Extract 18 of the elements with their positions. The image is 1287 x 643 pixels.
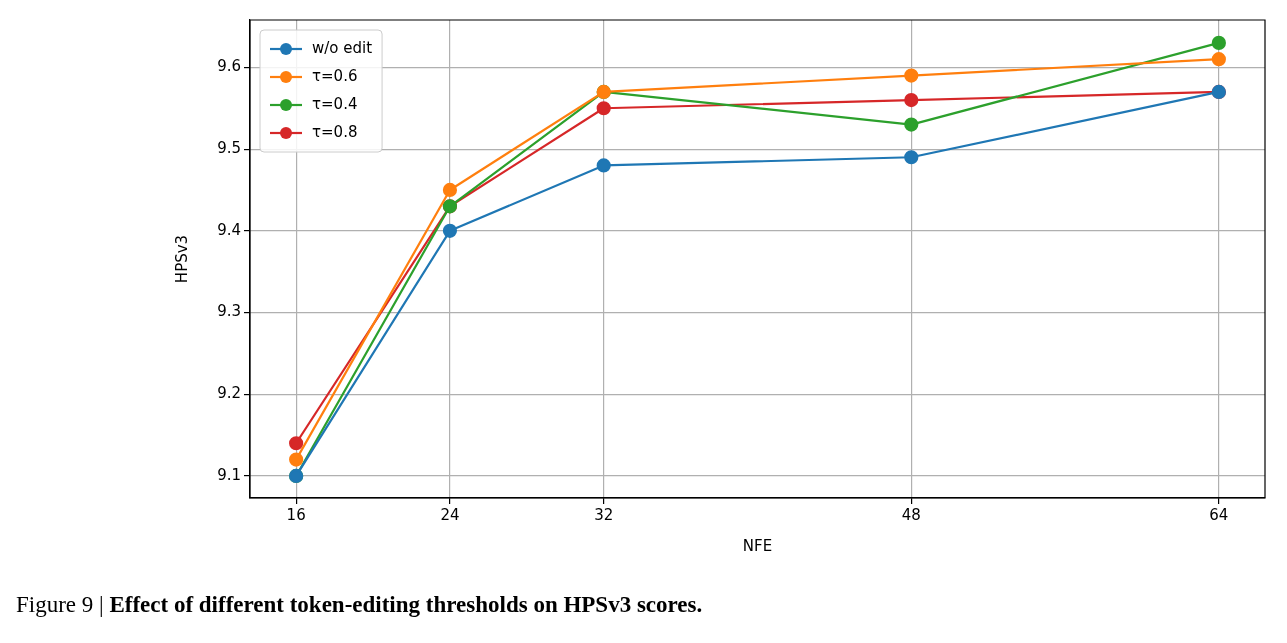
x-tick-label: 16	[286, 505, 306, 524]
caption: Figure 9 | Effect of different token-editing thresholds on HPSv3 scores.	[16, 592, 703, 618]
x-tick-label: 24	[440, 505, 460, 524]
legend-label: τ=0.8	[312, 122, 358, 141]
y-axis-title: HPSv3	[172, 234, 191, 284]
y-tick-label: 9.3	[217, 302, 241, 321]
legend-label: τ=0.4	[312, 94, 358, 113]
x-axis-title: NFE	[742, 536, 773, 555]
y-tick-label: 9.2	[217, 384, 241, 403]
legend-label: τ=0.6	[312, 66, 358, 85]
x-tick-label: 32	[594, 505, 614, 524]
y-tick-label: 9.5	[217, 138, 241, 157]
y-tick-label: 9.6	[217, 57, 241, 76]
y-tick-label: 9.1	[217, 465, 241, 484]
legend-label: w/o edit	[312, 38, 373, 57]
x-tick-label: 48	[901, 505, 921, 524]
x-tick-label: 64	[1209, 505, 1229, 524]
y-tick-label: 9.4	[217, 220, 241, 239]
